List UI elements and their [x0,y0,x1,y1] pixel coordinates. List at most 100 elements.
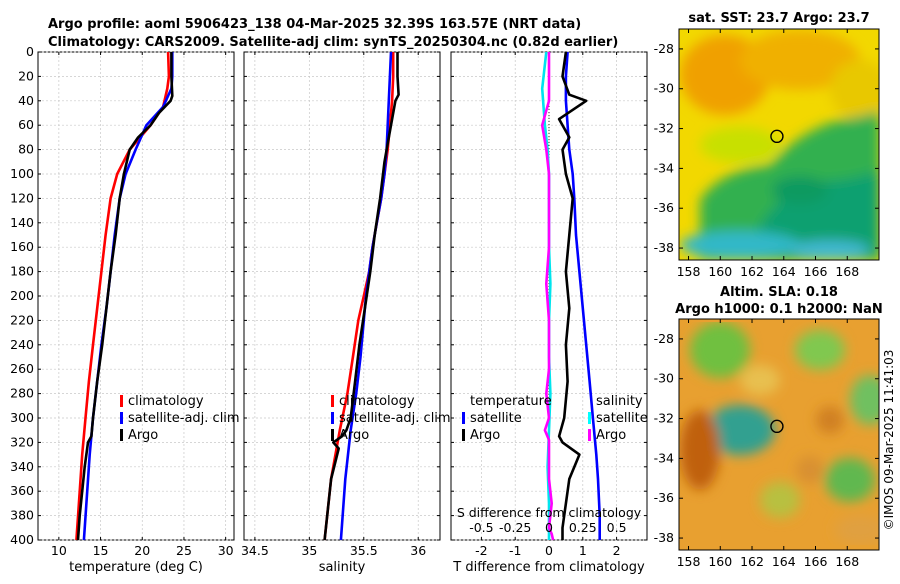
map-x-tick-label: 166 [804,554,828,569]
sla-map-panel: Altim. SLA: 0.18 Argo h1000: 0.1 h2000: … [654,285,883,569]
x-tick-label: 35.5 [350,543,378,558]
map-x-tick-label: 160 [708,554,732,569]
sla-map-field [679,319,879,550]
legend-label-climatology: climatology [128,394,204,409]
temperature-x-label: temperature (deg C) [69,560,203,575]
temperature-grid [38,51,234,541]
legend-swatch-satellite [120,412,123,424]
map-y-tick-label: -36 [654,490,674,505]
x-tick-label: 25 [176,543,192,558]
map-y-tick-label: -34 [654,450,674,465]
t-diff-x-label: T difference from climatology [452,560,645,575]
watermark: ©IMOS 09-Mar-2025 11:41:03 [882,350,896,531]
legend-label-climatology: climatology [339,394,415,409]
difference-lines [540,51,601,541]
legend-label-argo: Argo [339,428,369,443]
map-y-tick-label: -32 [654,121,674,136]
legend-label-argo: Argo [128,428,158,443]
legend-swatch-climatology [120,395,123,407]
y-tick-label: 120 [10,190,34,205]
map-x-tick-label: 168 [835,554,859,569]
sst-map-ticks: 158 160 162 164 166 168 -28 -30 -32 -34 -36 -38 [654,29,879,279]
x-tick-label: 20 [134,543,150,558]
y-tick-label: 220 [10,312,34,327]
salinity-legend: climatology satellite-adj. clim Argo [331,394,451,443]
series-line-argo [323,52,400,541]
map-y-tick-label: -32 [654,411,674,426]
series-line-t-satellite [564,51,601,540]
s-diff-tick-label: 0.25 [569,520,597,535]
salinity-lines [323,51,400,541]
legend-label-s-argo: Argo [596,428,626,443]
map-y-tick-label: -38 [654,240,674,255]
difference-legend-right: salinity satellite Argo [588,394,648,443]
map-y-tick-label: -38 [654,530,674,545]
y-tick-label: 40 [18,93,34,108]
x-tick-label: 36 [410,543,426,558]
y-tick-label: 0 [26,44,34,59]
temperature-legend: climatology satellite-adj. clim Argo [120,394,240,443]
legend-title-salinity: salinity [596,394,643,409]
legend-label-satellite: satellite-adj. clim [339,411,451,426]
salinity-x-label: salinity [319,560,366,575]
difference-legend-left: temperature satellite Argo [462,394,552,443]
s-diff-tick-label: -0.25 [499,520,531,535]
legend-swatch-s-satellite [588,412,591,424]
difference-ticks: -2 -1 0 1 2 [451,51,647,558]
map-x-tick-label: 168 [835,264,859,279]
y-tick-label: 240 [10,337,34,352]
map-x-tick-label: 160 [708,264,732,279]
salinity-ticks: 34.5 35 35.5 36 [241,51,440,558]
s-diff-tick-label: -0.5 [469,520,493,535]
s-diff-label: S difference from climatology [457,505,642,520]
map-x-tick-label: 164 [772,264,796,279]
y-tick-label: 320 [10,434,34,449]
legend-swatch-s-argo [588,429,591,441]
map-y-tick-label: -28 [654,331,674,346]
legend-label-s-satellite: satellite [596,411,648,426]
sst-map-panel: sat. SST: 23.7 Argo: 23.7 158 160 162 164 16… [654,11,880,279]
x-tick-label: 34.5 [241,543,269,558]
map-x-tick-label: 166 [804,264,828,279]
legend-swatch-argo [120,429,123,441]
y-tick-label: 140 [10,215,34,230]
series-line-s-argo [540,52,555,541]
y-tick-label: 60 [18,117,34,132]
temperature-panel: 0 20 40 60 80 100 120 140 160 180 200 220 240 260 280 3… [10,44,239,575]
s-diff-tick-labels: -0.5 -0.25 0 0.25 0.5 [469,520,626,535]
legend-label-t-argo: Argo [470,428,500,443]
map-x-tick-label: 164 [772,554,796,569]
legend-label-satellite: satellite-adj. clim [128,411,240,426]
x-tick-label: 10 [51,543,67,558]
map-x-tick-label: 158 [677,264,701,279]
x-tick-label: 1 [579,543,587,558]
map-y-tick-label: -30 [654,371,674,386]
y-tick-label: 380 [10,508,34,523]
legend-swatch-t-satellite [462,412,465,424]
map-y-tick-label: -36 [654,200,674,215]
salinity-panel: 34.5 35 35.5 36 salinity climatology satell… [241,51,451,575]
sst-map-title: sat. SST: 23.7 Argo: 23.7 [688,11,869,26]
map-x-tick-label: 162 [740,554,764,569]
y-tick-label: 400 [10,532,34,547]
difference-panel: -2 -1 0 1 2 T difference from climatology S … [450,51,648,575]
map-x-tick-label: 158 [677,554,701,569]
map-y-tick-label: -28 [654,41,674,56]
x-tick-label: 0 [545,543,553,558]
argo-location-marker [770,129,784,144]
legend-label-t-satellite: satellite [470,411,522,426]
y-tick-label: 300 [10,410,34,425]
sla-map-frame [678,318,880,551]
sla-map-title-line-2: Argo h1000: 0.1 h2000: NaN [675,302,883,317]
legend-swatch-satellite [331,412,334,424]
x-tick-label: 2 [613,543,621,558]
temperature-lines [75,51,174,541]
y-tick-label: 160 [10,239,34,254]
legend-swatch-argo [331,429,334,441]
x-tick-label: -2 [475,543,487,558]
legend-swatch-t-argo [462,429,465,441]
y-tick-label: 100 [10,166,34,181]
x-tick-label: 30 [218,543,234,558]
